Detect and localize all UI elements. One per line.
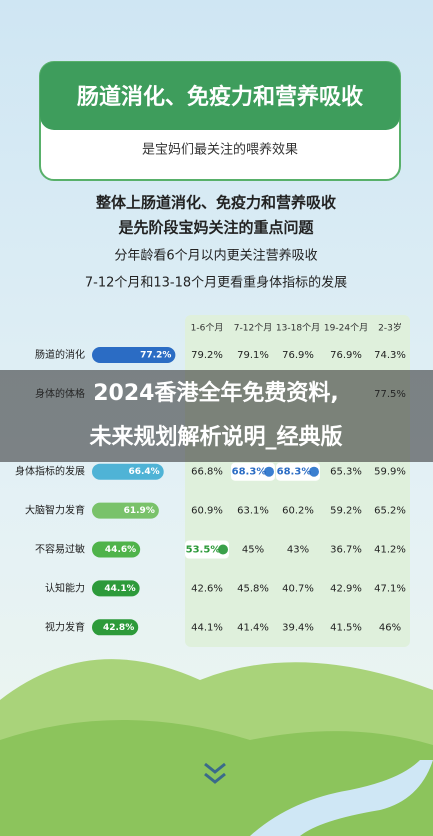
cell-value: 36.7% — [330, 545, 362, 556]
intro-line: 整体上肠道消化、免疫力和营养吸收 — [96, 194, 336, 212]
cell-value: 68.3% — [277, 467, 312, 478]
cell-value: 76.9% — [330, 350, 362, 361]
overlay-band — [0, 370, 433, 462]
column-header: 19-24个月 — [324, 323, 368, 334]
intro-line: 7-12个月和13-18个月更看重身体指标的发展 — [85, 275, 347, 291]
overall-bar — [92, 502, 159, 519]
column-header: 2-3岁 — [378, 322, 402, 334]
table-bg — [185, 315, 410, 647]
overall-value: 61.9% — [124, 506, 155, 516]
cell-value: 79.1% — [237, 350, 269, 361]
cell-value: 65.3% — [330, 467, 362, 478]
overall-bar — [92, 580, 140, 597]
cell-value: 68.3% — [232, 467, 267, 478]
cell-value: 40.7% — [282, 583, 314, 594]
cell-value: 47.1% — [374, 583, 406, 594]
cell-value: 39.4% — [282, 622, 314, 633]
cell-value: 60.9% — [191, 506, 223, 517]
cell-value: 42.6% — [191, 583, 223, 594]
hill — [0, 720, 433, 836]
cell-value: 45% — [242, 545, 264, 556]
intro-line: 是先阶段宝妈关注的重点问题 — [117, 219, 314, 237]
cell-value: 46% — [379, 622, 401, 633]
overall-value: 44.1% — [104, 584, 135, 594]
cell-value: 44.1% — [191, 622, 223, 633]
overall-value: 66.4% — [128, 467, 159, 477]
cell-value: 76.9% — [282, 350, 314, 361]
cell-value: 60.2% — [282, 506, 314, 517]
row-label: 肠道的消化 — [35, 348, 85, 361]
column-header: 7-12个月 — [234, 323, 272, 334]
highlight — [276, 462, 320, 481]
cell-value: 59.9% — [374, 467, 406, 478]
overall-bar — [92, 619, 139, 636]
cell-value: 74.3% — [374, 350, 406, 361]
cell-value: 41.4% — [237, 622, 269, 633]
cell-value: 45.8% — [237, 583, 269, 594]
highlight — [231, 462, 275, 481]
overall-bar — [92, 463, 164, 480]
intro-line: 分年龄看6个月以内更关注营养吸收 — [114, 248, 317, 264]
overlay-text: 未来规划解析说明_经典版 — [89, 424, 342, 450]
cell-value: 53.5% — [186, 545, 221, 556]
cell-value: 63.1% — [237, 506, 269, 517]
up-icon — [218, 544, 228, 555]
cell-value: 65.2% — [374, 506, 406, 517]
overlay-text: 2024香港全年免费资料, — [93, 380, 339, 406]
river — [250, 760, 433, 836]
cell-value: 66.8% — [191, 467, 223, 478]
chevron — [204, 762, 226, 784]
overall-bar — [92, 347, 176, 363]
row-label: 身体指标的发展 — [15, 465, 85, 478]
up-icon — [264, 466, 274, 477]
overall-value: 42.8% — [103, 623, 134, 633]
highlight — [185, 540, 229, 559]
header-banner — [40, 62, 400, 130]
cell-value: 42.9% — [330, 583, 362, 594]
header-title: 肠道消化、免疫力和营养吸收 — [77, 84, 363, 110]
cell-value: 79.2% — [191, 350, 223, 361]
overall-bar — [92, 541, 141, 558]
row-label: 不容易过敏 — [35, 543, 85, 556]
cell-value: 41.2% — [374, 545, 406, 556]
column-header: 13-18个月 — [276, 323, 320, 334]
row-label: 视力发育 — [45, 620, 85, 633]
cell-value: 59.2% — [330, 506, 362, 517]
content: 整体上肠道消化、免疫力和营养吸收是先阶段宝妈关注的重点问题分年龄看6个月以内更关… — [15, 194, 406, 636]
cell-value: 41.5% — [330, 622, 362, 633]
cell-value: 43% — [287, 545, 309, 556]
header-subtitle: 是宝妈们最关注的喂养效果 — [142, 142, 298, 158]
up-icon — [309, 466, 319, 477]
row-label: 认知能力 — [45, 581, 85, 594]
overall-value: 77.2% — [140, 351, 171, 361]
column-header: 1-6个月 — [191, 323, 224, 334]
overall-value: 44.6% — [105, 545, 136, 555]
row-label: 大脑智力发育 — [25, 504, 85, 517]
